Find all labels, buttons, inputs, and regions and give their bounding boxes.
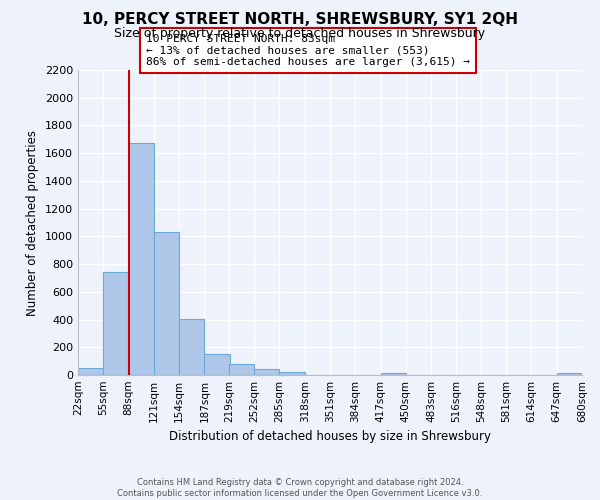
Bar bbox=[205, 354, 230, 375]
Text: 10, PERCY STREET NORTH, SHREWSBURY, SY1 2QH: 10, PERCY STREET NORTH, SHREWSBURY, SY1 … bbox=[82, 12, 518, 28]
Bar bbox=[179, 319, 205, 375]
Bar bbox=[280, 372, 305, 375]
Bar bbox=[380, 373, 406, 375]
Bar bbox=[254, 370, 280, 375]
Text: Contains HM Land Registry data © Crown copyright and database right 2024.
Contai: Contains HM Land Registry data © Crown c… bbox=[118, 478, 482, 498]
Bar bbox=[557, 373, 582, 375]
Text: 10 PERCY STREET NORTH: 83sqm
← 13% of detached houses are smaller (553)
86% of s: 10 PERCY STREET NORTH: 83sqm ← 13% of de… bbox=[146, 34, 470, 67]
Y-axis label: Number of detached properties: Number of detached properties bbox=[26, 130, 40, 316]
Text: Size of property relative to detached houses in Shrewsbury: Size of property relative to detached ho… bbox=[115, 28, 485, 40]
Bar bbox=[229, 364, 254, 375]
X-axis label: Distribution of detached houses by size in Shrewsbury: Distribution of detached houses by size … bbox=[169, 430, 491, 444]
Bar bbox=[103, 272, 128, 375]
Bar bbox=[78, 368, 103, 375]
Bar bbox=[154, 232, 179, 375]
Bar bbox=[128, 144, 154, 375]
